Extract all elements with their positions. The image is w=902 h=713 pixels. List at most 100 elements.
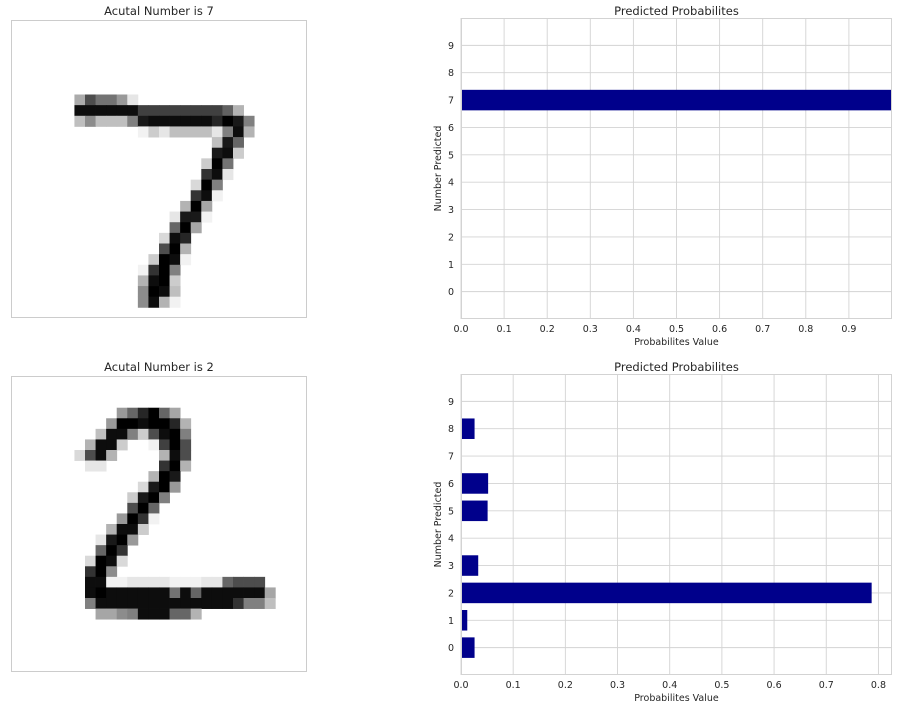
digit-pixel — [211, 169, 223, 181]
digit-pixel — [148, 264, 160, 276]
digit-pixel — [180, 428, 192, 440]
digit-pixel — [148, 492, 160, 504]
digit-pixel — [148, 418, 160, 430]
y-tick-label: 1 — [448, 260, 454, 271]
digit-pixel — [211, 158, 223, 170]
digit-pixel — [116, 513, 128, 525]
digit-pixel — [169, 264, 181, 276]
digit-pixel — [222, 147, 234, 159]
x-tick-label: 0.9 — [841, 324, 856, 335]
x-tick-label: 0.6 — [767, 680, 782, 691]
digit-pixel — [180, 587, 192, 599]
digit-pixel — [159, 608, 170, 620]
digit-pixel — [159, 407, 170, 419]
digit-pixel — [169, 608, 181, 620]
digit-pixel — [137, 513, 149, 525]
digit-pixel — [137, 286, 149, 298]
digit-pixel — [148, 576, 160, 588]
digit-pixel — [106, 566, 118, 578]
digit-pixel — [95, 450, 107, 461]
x-tick-label: 0.7 — [819, 680, 834, 691]
digit-pixel — [116, 115, 128, 127]
digit-pixel — [148, 296, 160, 308]
digit-pixel — [95, 566, 107, 578]
chart-title: Predicted Probabilites — [614, 360, 739, 374]
digit-pixel — [106, 576, 118, 588]
y-axis-label: Number Predicted — [433, 126, 444, 212]
digit-pixel — [148, 439, 160, 451]
digit-pixel — [180, 418, 192, 430]
y-tick-label: 3 — [448, 561, 454, 572]
digit-pixel — [190, 222, 202, 234]
digit-panel-title: Acutal Number is 2 — [104, 360, 214, 374]
digit-pixel — [137, 418, 149, 430]
digit-pixel — [233, 598, 244, 609]
digit-pixel — [85, 576, 96, 588]
digit-pixel — [74, 115, 86, 127]
x-tick-label: 0.0 — [453, 680, 468, 691]
digit-pixel — [201, 158, 213, 170]
digit-pixel — [148, 598, 160, 609]
digit-pixel — [116, 94, 128, 106]
digit-pixel — [106, 587, 118, 599]
digit-pixel — [137, 296, 149, 308]
digit-pixel — [148, 608, 160, 620]
digit-pixel — [95, 534, 107, 546]
digit-pixel — [222, 598, 234, 609]
digit-pixel — [148, 105, 160, 117]
digit-pixel — [169, 418, 181, 430]
x-tick-label: 0.1 — [497, 324, 512, 335]
digit-panel-title: Acutal Number is 7 — [104, 4, 214, 18]
digit-pixel — [159, 439, 170, 451]
digit-pixel — [159, 286, 170, 298]
digit-pixel — [85, 587, 96, 599]
digit-pixel — [85, 555, 96, 567]
digit-pixel — [169, 471, 181, 483]
digit-pixel — [201, 576, 213, 588]
digit-pixel — [169, 407, 181, 419]
y-tick-label: 8 — [448, 424, 454, 435]
digit-pixel — [137, 608, 149, 620]
digit-pixel — [106, 105, 118, 117]
x-tick-label: 0.4 — [626, 324, 641, 335]
digit-pixel — [95, 545, 107, 557]
digit-pixel — [95, 576, 107, 588]
digit-pixel — [159, 264, 170, 276]
digit-pixel — [137, 481, 149, 493]
digit-pixel — [148, 254, 160, 266]
y-axis-label: Number Predicted — [433, 482, 444, 568]
digit-pixel — [169, 598, 181, 609]
probability-chart-0: Predicted Probabilites 0.0 0.1 0.2 0.3 0.4 0.5… — [433, 4, 892, 348]
digit-pixel — [116, 524, 128, 535]
bar-digit-8 — [461, 418, 475, 439]
y-tick-label: 5 — [448, 506, 454, 517]
digit-pixel — [233, 137, 244, 149]
digit-pixel — [116, 407, 128, 419]
digit-pixel — [159, 598, 170, 609]
digit-pixel — [95, 587, 107, 599]
y-tick-label: 3 — [448, 205, 454, 216]
digit-pixel — [116, 428, 128, 440]
digit-pixel — [201, 190, 213, 202]
digit-pixel — [180, 105, 192, 117]
digit-pixel — [190, 105, 202, 117]
digit-pixel — [85, 115, 96, 127]
digit-pixel — [159, 243, 170, 255]
y-tick-label: 8 — [448, 68, 454, 79]
digit-pixel — [116, 598, 128, 609]
digit-pixel — [106, 555, 118, 567]
digit-pixel — [180, 608, 192, 620]
digit-pixel — [159, 126, 170, 138]
y-tick-label: 0 — [448, 287, 454, 298]
digit-panel-seven: Acutal Number is 7 — [11, 4, 307, 318]
digit-pixel — [127, 418, 139, 430]
digit-pixel — [190, 608, 202, 620]
digit-pixel — [211, 190, 223, 202]
digit-pixel — [106, 524, 118, 535]
digit-pixel — [159, 105, 170, 117]
digit-pixel — [148, 587, 160, 599]
digit-pixel — [127, 492, 139, 504]
digit-pixel — [201, 105, 213, 117]
digit-pixel — [222, 137, 234, 149]
digit-pixel — [159, 428, 170, 440]
